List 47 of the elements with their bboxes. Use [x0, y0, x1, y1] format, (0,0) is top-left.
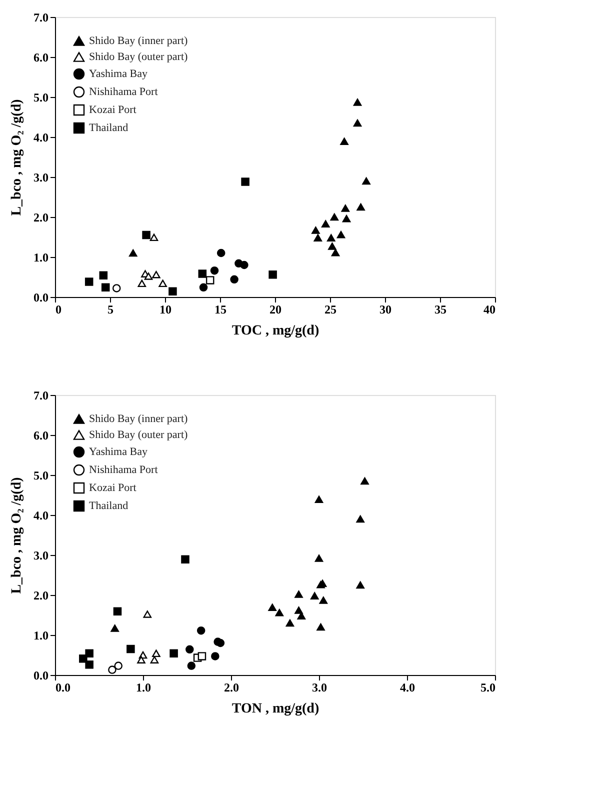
legend-label: Shido Bay (outer part)	[89, 51, 188, 63]
y-tick-label: 5.0	[34, 468, 48, 482]
x-tick-label: 0	[56, 302, 62, 316]
x-tick-label: 4.0	[400, 680, 415, 694]
y-tick-label: 3.0	[34, 548, 48, 562]
legend-label: Kozai Port	[89, 104, 136, 116]
x-tick-label: 1.0	[136, 680, 151, 694]
y-tick-label: 0.0	[34, 290, 48, 304]
y-tick-label: 7.0	[34, 10, 48, 24]
y-tick-label: 4.0	[34, 130, 48, 144]
y-axis-title: L_bco , mg O₂ /g(d)	[10, 476, 24, 594]
legend-label: Kozai Port	[89, 482, 136, 494]
x-axis-title: TON , mg/g(d)	[232, 702, 320, 716]
y-tick-label: 2.0	[34, 210, 48, 224]
y-tick-label: 6.0	[34, 428, 48, 442]
x-tick-label: 20	[270, 302, 282, 316]
legend-label: Yashima Bay	[89, 446, 148, 458]
y-tick-label: 6.0	[34, 50, 48, 64]
y-tick-label: 3.0	[34, 170, 48, 184]
y-tick-label: 1.0	[34, 628, 48, 642]
y-tick-label: 1.0	[34, 250, 48, 264]
x-tick-label: 5	[108, 302, 114, 316]
y-tick-label: 5.0	[34, 90, 48, 104]
x-tick-label: 2.0	[224, 680, 239, 694]
y-tick-label: 4.0	[34, 508, 48, 522]
x-tick-label: 3.0	[312, 680, 327, 694]
y-tick-label: 2.0	[34, 588, 48, 602]
x-axis-title: TOC , mg/g(d)	[232, 324, 320, 338]
x-tick-label: 10	[160, 302, 172, 316]
x-tick-label: 25	[324, 302, 336, 316]
y-axis-title: L_bco , mg O₂ /g(d)	[10, 98, 24, 216]
x-tick-label: 40	[484, 302, 496, 316]
legend-label: Shido Bay (inner part)	[89, 35, 188, 47]
x-tick-label: 15	[214, 302, 226, 316]
x-tick-label: 5.0	[480, 680, 496, 694]
x-tick-label: 35	[434, 302, 446, 316]
legend-label: Shido Bay (outer part)	[89, 429, 188, 441]
x-tick-label: 30	[380, 302, 392, 316]
y-tick-label: 0.0	[34, 668, 48, 682]
legend-label: Thailand	[89, 500, 129, 512]
x-tick-label: 0.0	[56, 680, 70, 694]
legend-label: Shido Bay (inner part)	[89, 413, 188, 425]
y-tick-label: 7.0	[34, 388, 48, 402]
legend-label: Nishihama Port	[89, 464, 158, 476]
legend-label: Thailand	[89, 122, 129, 134]
legend-label: Nishihama Port	[89, 86, 158, 98]
legend-label: Yashima Bay	[89, 68, 148, 80]
